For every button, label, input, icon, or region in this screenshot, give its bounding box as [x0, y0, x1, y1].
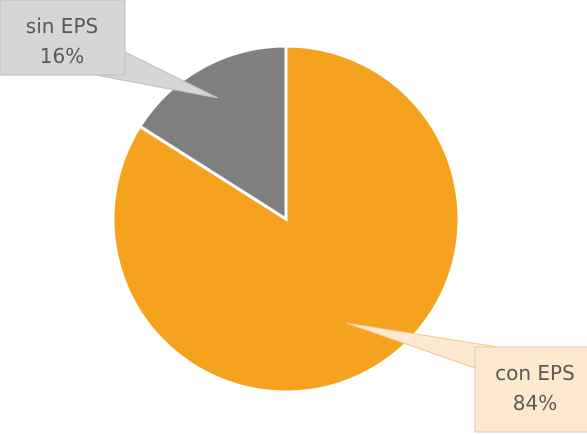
data-label-value: 16% [40, 44, 84, 68]
data-label-value: 84% [513, 391, 557, 415]
data-label-name: con EPS [495, 361, 575, 385]
callout-box [0, 0, 126, 76]
data-label-name: sin EPS [26, 14, 98, 38]
callout-box [474, 346, 587, 433]
